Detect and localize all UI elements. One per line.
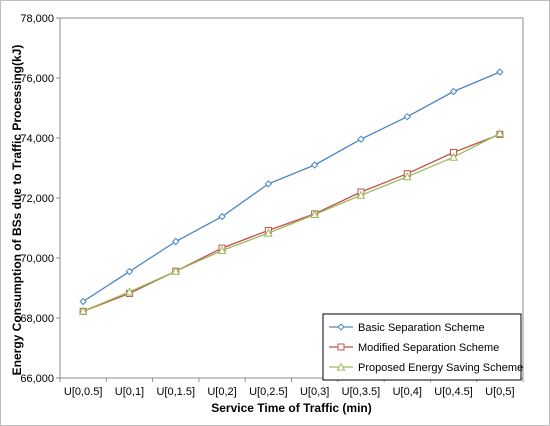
data-point	[449, 152, 458, 161]
data-point	[495, 128, 505, 137]
x-tick-label: U[0,3.5]	[342, 386, 381, 398]
legend-label: Basic Separation Scheme	[358, 322, 485, 334]
data-point	[357, 135, 365, 143]
data-point	[402, 172, 412, 181]
legend-label: Modified Separation Scheme	[358, 342, 499, 354]
legend-marker	[336, 362, 346, 371]
legend-box	[322, 313, 522, 381]
y-axis-ticks: 66,000 68,000 70,000 72,000 74,000 76,000 78,0…	[20, 13, 60, 385]
x-tick-label: U[0,4.5]	[434, 386, 473, 398]
legend-marker	[337, 343, 345, 351]
legend-item: Modified Separation Scheme	[329, 342, 499, 354]
series-line	[82, 132, 501, 312]
data-point	[78, 306, 88, 315]
data-point	[79, 297, 87, 306]
x-tick-label: U[0,2.5]	[249, 386, 288, 398]
data-point	[310, 161, 319, 169]
y-tick-label: 66,000	[20, 373, 54, 385]
series-layer	[78, 68, 505, 315]
y-tick-label: 76,000	[20, 73, 54, 85]
series-line	[82, 71, 501, 303]
series-line	[82, 133, 501, 313]
data-point	[125, 287, 134, 296]
series-1	[79, 68, 504, 306]
series-3	[78, 128, 505, 315]
x-tick-label: U[0,3]	[300, 386, 329, 398]
x-tick-label: U[0,4]	[393, 386, 422, 398]
series-2	[79, 130, 504, 315]
data-point	[264, 228, 273, 237]
y-tick-label: 72,000	[20, 193, 54, 205]
data-point	[496, 68, 504, 76]
data-point	[403, 112, 411, 121]
x-tick-label: U[0,2]	[207, 386, 236, 398]
data-point	[218, 212, 226, 221]
x-tick-label: U[0,1.5]	[156, 386, 195, 398]
x-tick-label: U[0,5]	[485, 386, 514, 398]
data-point	[356, 190, 366, 199]
x-tick-label: U[0,0.5]	[64, 386, 103, 398]
y-tick-label: 74,000	[20, 133, 54, 145]
legend-item: Basic Separation Scheme	[329, 322, 485, 334]
y-tick-label: 70,000	[20, 253, 54, 265]
legend-marker	[337, 323, 345, 331]
data-point	[217, 245, 227, 254]
data-point	[449, 87, 458, 96]
data-point	[264, 180, 273, 188]
data-point	[125, 267, 134, 276]
data-point	[172, 237, 180, 246]
data-point	[171, 266, 181, 275]
y-tick-label: 78,000	[20, 13, 54, 25]
legend: Basic Separation Scheme Modified Separati…	[322, 313, 523, 381]
y-tick-label: 68,000	[20, 313, 54, 325]
legend-item: Proposed Energy Saving Scheme	[329, 362, 523, 374]
y-axis-title: Energy Consumption of BSs due to Traffic…	[10, 45, 24, 376]
legend-label: Proposed Energy Saving Scheme	[358, 362, 523, 374]
x-axis-ticks: U[0,0.5] U[0,1] U[0,1.5] U[0,2] U[0,2.5] U[0,…	[59, 378, 524, 398]
x-tick-label: U[0,1]	[115, 386, 144, 398]
x-axis-title: Service Time of Traffic (min)	[211, 401, 372, 415]
data-point	[310, 209, 319, 218]
